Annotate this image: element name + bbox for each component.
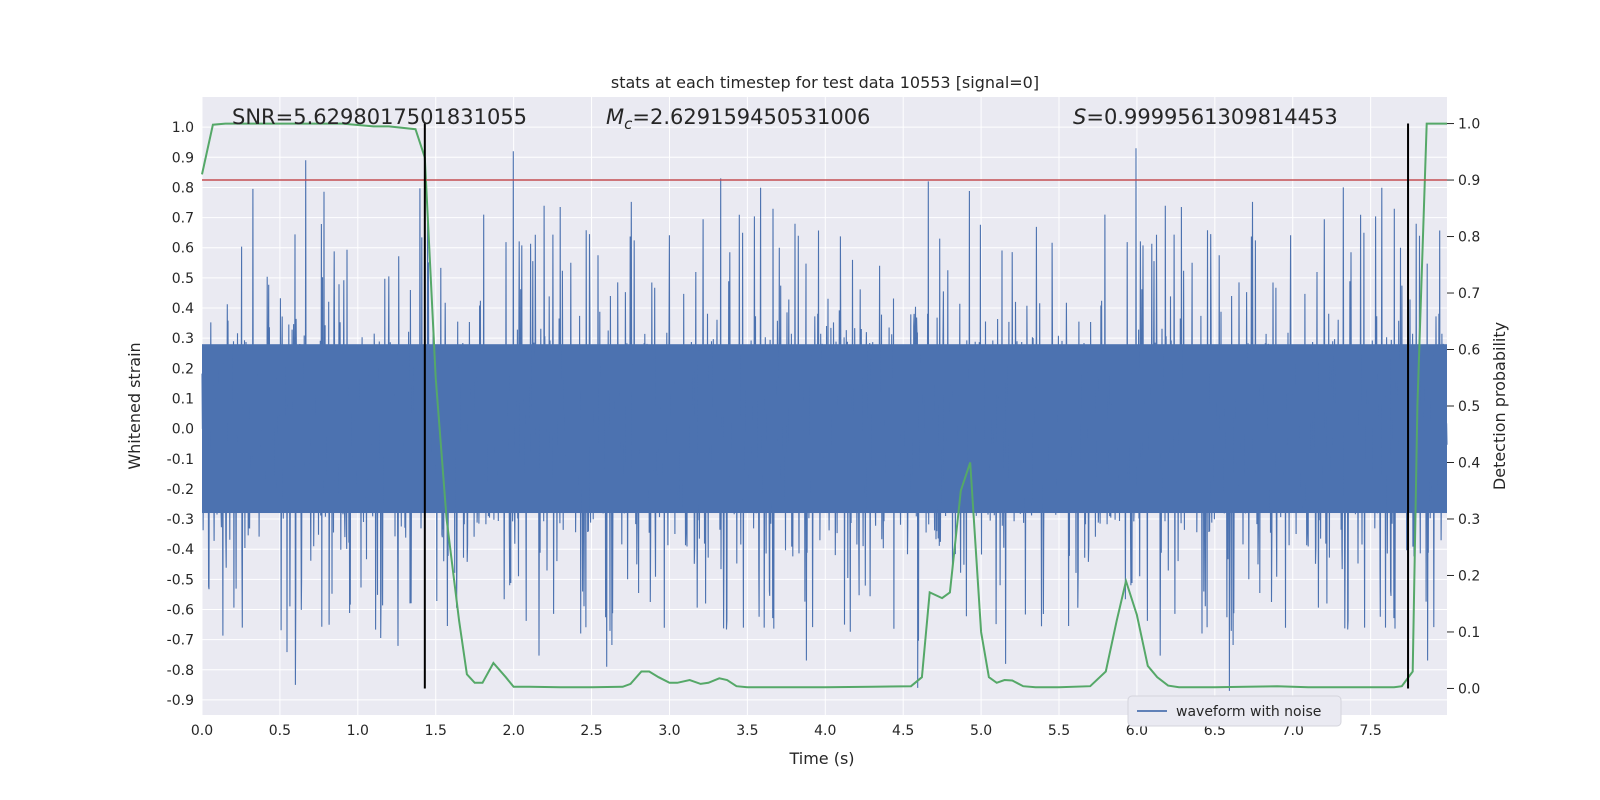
x-tick-label: 1.5 [425,723,447,739]
score-annotation: S=0.9999561309814453 [1073,105,1338,129]
chart-title: stats at each timestep for test data 105… [611,73,1039,92]
y2-tick-label: 0.9 [1458,173,1480,189]
x-tick-label: 4.5 [892,723,914,739]
y-tick-label: 0.5 [172,271,194,287]
x-tick-label: 7.0 [1282,723,1304,739]
x-tick-label: 6.0 [1126,723,1148,739]
snr-annotation: SNR=5.6298017501831055 [232,105,527,129]
y-tick-label: 0.4 [172,301,194,317]
overlay-lines [202,123,1447,689]
chirp-mass-subscript: c [624,115,633,133]
axis-ticks: 0.0 0.5 1.0 1.5 2.0 2.5 3.0 3.5 4.0 4.5 5.0 5.5 6.0 6… [167,117,1481,739]
chirp-mass-symbol: M [606,105,624,129]
y-tick-label: 0.9 [172,150,194,166]
y2-tick-label: 0.6 [1458,343,1480,359]
x-tick-label: 2.5 [580,723,602,739]
y-tick-label: -0.2 [167,482,194,498]
chirp-mass-value: =2.629159450531006 [632,105,870,129]
x-tick-label: 3.0 [658,723,680,739]
x-tick-label: 3.5 [736,723,758,739]
y-tick-label: -0.7 [167,633,194,649]
y-tick-label: -0.1 [167,452,194,468]
x-tick-label: 5.5 [1048,723,1070,739]
waveform-series [201,148,1448,691]
x-axis-label: Time (s) [788,749,854,768]
x-tick-label: 6.5 [1204,723,1226,739]
x-tick-label: 5.0 [970,723,992,739]
y2-tick-label: 0.3 [1458,512,1480,528]
waveform-line [201,148,1448,691]
y-tick-label: 0.7 [172,211,194,227]
legend-box [1127,695,1342,727]
y2-tick-label: 0.5 [1458,399,1480,415]
x-tick-label: 7.5 [1360,723,1382,739]
y2-tick-label: 0.2 [1458,568,1480,584]
y2-tick-label: 1.0 [1458,117,1480,133]
y-tick-label: -0.5 [167,572,194,588]
y-tick-label: 0.2 [172,361,194,377]
y-tick-label: -0.6 [167,602,194,618]
score-value: =0.9999561309814453 [1086,105,1337,129]
y2-tick-label: 0.4 [1458,455,1480,471]
chart-legend: waveform with noise [1127,695,1342,727]
y-axis-label: Whitened strain [125,342,144,469]
y2-tick-label: 0.0 [1458,681,1480,697]
x-tick-label: 4.0 [814,723,836,739]
x-tick-label: 1.0 [347,723,369,739]
chirp-mass-annotation: Mc=2.629159450531006 [606,105,870,133]
legend-label-waveform: waveform with noise [1176,704,1321,720]
y2-tick-label: 0.1 [1458,625,1480,641]
score-symbol: S [1073,105,1086,129]
y-tick-label: 0.1 [172,391,194,407]
y-tick-label: 0.0 [172,422,194,438]
y2-tick-label: 0.8 [1458,230,1480,246]
x-tick-label: 2.0 [503,723,525,739]
y-tick-label: -0.9 [167,693,194,709]
y2-axis-label: Detection probability [1490,322,1509,490]
y-tick-label: -0.4 [167,542,194,558]
probability-line [201,122,1447,689]
y-tick-label: 0.3 [172,331,194,347]
y-tick-label: 1.0 [172,120,194,136]
y2-tick-label: 0.7 [1458,286,1480,302]
x-tick-label: 0.0 [191,723,213,739]
x-tick-label: 0.5 [269,723,291,739]
y-tick-label: 0.6 [172,241,194,257]
y-tick-label: -0.3 [167,512,194,528]
y-tick-label: 0.8 [172,180,194,196]
y-tick-label: -0.8 [167,663,194,679]
probability-series [201,122,1447,689]
